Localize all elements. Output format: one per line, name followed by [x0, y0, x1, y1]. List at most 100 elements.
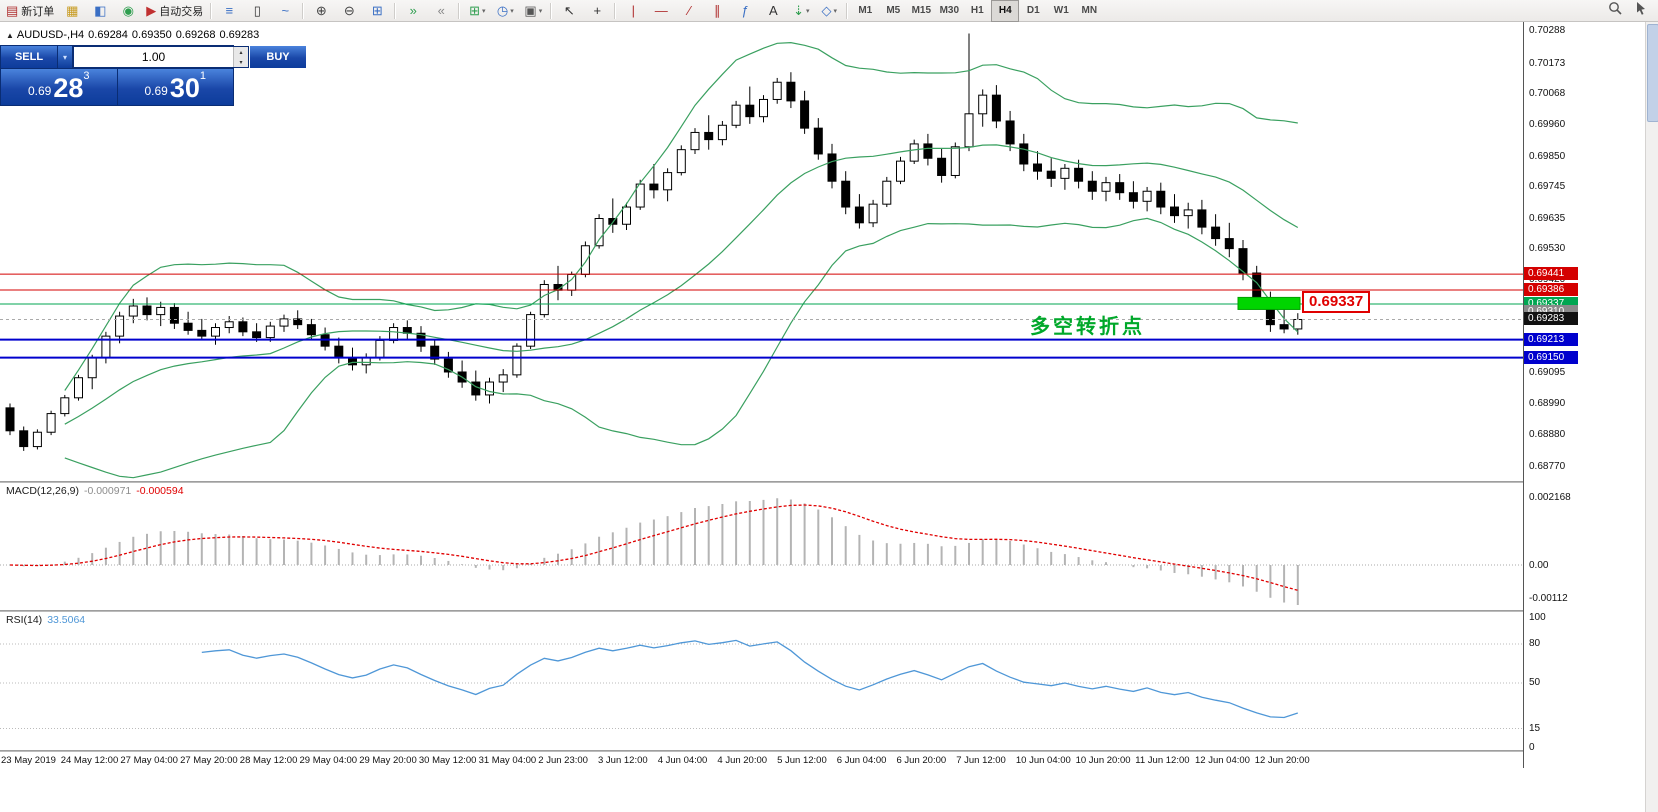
lot-size-input[interactable] [74, 47, 233, 67]
buy-price-sup: 1 [199, 70, 207, 82]
autotrading-button-label: 自动交易 [159, 5, 204, 18]
crosshair-icon: + [593, 2, 602, 18]
macd-panel[interactable] [0, 483, 1523, 610]
price-tag: 0.69150 [1524, 350, 1578, 364]
data-window-icon: ◧ [94, 2, 107, 18]
price-tick: 0.69095 [1529, 367, 1566, 379]
buy-button[interactable]: BUY [250, 46, 306, 68]
auto-scroll-icon: » [409, 2, 417, 18]
timeframe-mn-button[interactable]: MN [1081, 5, 1098, 16]
order-type-dropdown[interactable]: ▾ [58, 46, 72, 68]
panel-divider[interactable] [0, 481, 1645, 483]
search-button[interactable] [1606, 2, 1624, 20]
time-label: 28 May 12:00 [239, 755, 298, 766]
time-label: 27 May 04:00 [120, 755, 178, 766]
arrows-icon: ⇣ [793, 2, 804, 18]
main-price-chart[interactable] [0, 22, 1523, 481]
time-axis[interactable]: 23 May 2019 24 May 12:00 27 May 04:00 27 Ma… [0, 752, 1523, 768]
search-icon [1608, 1, 1622, 20]
terminal-button[interactable]: ◉ [114, 0, 142, 22]
text-icon: A [768, 2, 778, 18]
time-label: 6 Jun 20:00 [896, 755, 947, 766]
buy-price-button[interactable]: 0.69 30 1 [117, 69, 233, 105]
dropdown-caret-icon: ▾ [510, 7, 514, 15]
price-axis[interactable]: 0.70288 0.70173 0.70068 0.69960 0.69850 0.697… [1524, 22, 1645, 812]
line-chart-button[interactable]: ~ [271, 0, 299, 22]
time-label: 10 Jun 20:00 [1075, 755, 1131, 766]
time-label: 7 Jun 12:00 [956, 755, 1006, 766]
macd-value-signal: -0.000594 [136, 485, 184, 497]
rsi-name: RSI(14) [6, 614, 43, 626]
price-tick: 0.68770 [1529, 460, 1566, 472]
line-chart-icon: ~ [281, 2, 290, 18]
chart-annotation-text[interactable]: 多空转折点 [1030, 316, 1145, 338]
ohlc-high: 0.69350 [131, 29, 172, 41]
time-label: 31 May 04:00 [478, 755, 537, 766]
panel-divider[interactable] [0, 610, 1645, 612]
horizontal-line-button[interactable]: — [647, 0, 675, 22]
crosshair-button[interactable]: + [583, 0, 611, 22]
new-chart-button[interactable]: ⊞ ▾ [463, 0, 491, 22]
chart-properties-button[interactable]: ▣ ▾ [519, 0, 547, 22]
autotrading-button[interactable]: ▶ 自动交易 [142, 0, 207, 22]
vertical-scrollbar[interactable] [1645, 22, 1658, 812]
price-flag-label[interactable]: 0.69337 [1302, 291, 1371, 313]
terminal-icon: ◉ [122, 2, 134, 18]
price-tag: 0.69213 [1524, 332, 1578, 346]
sell-button[interactable]: SELL [1, 46, 57, 68]
data-window-button[interactable]: ◧ [86, 0, 114, 22]
macd-tick: 0.002168 [1529, 492, 1571, 504]
tile-windows-button[interactable]: ⊞ [363, 0, 391, 22]
shapes-button[interactable]: ◇ ▾ [815, 0, 843, 22]
zoom-out-button[interactable]: ⊖ [335, 0, 363, 22]
timeframe-m30-button[interactable]: M30 [939, 5, 960, 16]
trendline-button[interactable]: ∕ [675, 0, 703, 22]
chart-area[interactable]: ▲ AUDUSD-,H4 0.69284 0.69350 0.69268 0.69283 … [0, 22, 1523, 812]
auto-scroll-button[interactable]: » [399, 0, 427, 22]
price-tick: 0.69635 [1529, 212, 1566, 224]
scrollbar-thumb[interactable] [1647, 24, 1658, 122]
highlight-rectangle[interactable] [1237, 296, 1301, 310]
vertical-line-button[interactable]: | [619, 0, 647, 22]
horizontal-line-icon: — [654, 2, 668, 18]
new-order-button[interactable]: ▤ 新订单 [2, 0, 58, 22]
timeframe-m15-button[interactable]: M15 [911, 5, 932, 16]
timeframe-d1-button[interactable]: D1 [1026, 5, 1040, 16]
market-watch-icon: ▦ [66, 2, 79, 18]
toolbar-separator [614, 2, 617, 19]
timeframe-h4-button[interactable]: H4 [991, 0, 1020, 22]
panel-divider[interactable] [0, 750, 1645, 752]
timeframe-w1-button[interactable]: W1 [1053, 5, 1069, 16]
cursor-button[interactable]: ↖ [555, 0, 583, 22]
dropdown-caret-icon: ▾ [538, 7, 543, 15]
timeframe-m5-button[interactable]: M5 [886, 5, 901, 16]
rsi-panel[interactable] [0, 612, 1523, 750]
zoom-in-button[interactable]: ⊕ [307, 0, 335, 22]
market-watch-button[interactable]: ▦ [58, 0, 86, 22]
chart-shift-button[interactable]: « [427, 0, 455, 22]
timeframe-m1-button[interactable]: M1 [858, 5, 873, 16]
price-tag: 0.69283 [1524, 312, 1578, 326]
one-click-trading-panel: SELL ▾ ▴ ▾ BUY 0.69 28 3 0.6 [0, 45, 306, 106]
time-label: 5 Jun 12:00 [777, 755, 827, 766]
text-button[interactable]: A [759, 0, 787, 22]
time-label: 12 Jun 04:00 [1195, 755, 1250, 766]
timeframe-h1-button[interactable]: H1 [970, 5, 984, 16]
rsi-tick: 100 [1529, 612, 1546, 623]
pointer-mode-button[interactable] [1632, 2, 1650, 20]
time-label: 29 May 04:00 [299, 755, 358, 766]
fibonacci-button[interactable]: ƒ [731, 0, 759, 22]
profiles-button[interactable]: ◷ ▾ [491, 0, 519, 22]
macd-tick: 0.00 [1529, 560, 1549, 571]
time-label: 12 Jun 20:00 [1254, 755, 1310, 766]
sell-price-button[interactable]: 0.69 28 3 [1, 69, 117, 105]
toolbar-separator [458, 2, 461, 19]
channel-button[interactable]: ∥ [703, 0, 731, 22]
lot-decrease-button[interactable]: ▾ [234, 57, 248, 67]
cursor-arrow-icon [1635, 1, 1647, 20]
candlestick-chart-button[interactable]: ▯ [243, 0, 271, 22]
lot-increase-button[interactable]: ▴ [234, 47, 248, 57]
toolbar-separator [302, 2, 305, 19]
arrows-button[interactable]: ⇣ ▾ [787, 0, 815, 22]
bar-chart-button[interactable]: ≡ [215, 0, 243, 22]
